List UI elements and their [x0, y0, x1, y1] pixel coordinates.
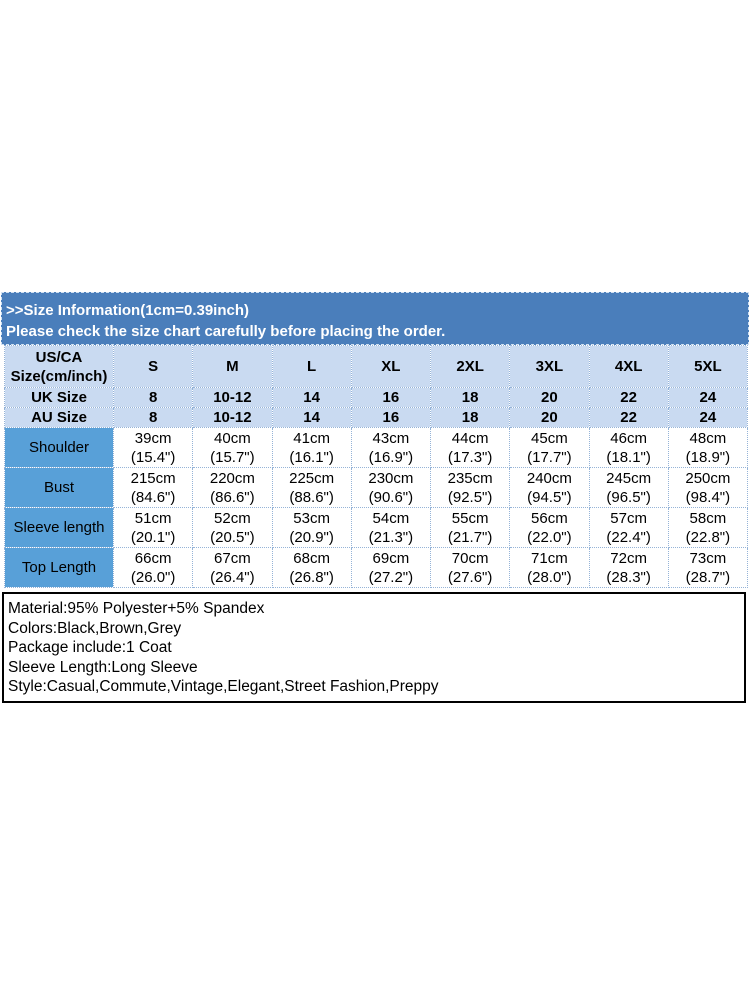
size-table: US/CA Size(cm/inch) S M L XL 2XL 3XL 4XL 5XL UK Si… [4, 345, 749, 588]
measurement-value-cell: 52cm (20.5") [192, 507, 273, 548]
table-row-sleeve-length: Sleeve length 51cm (20.1") 52cm (20.5") 53cm(… [4, 507, 749, 548]
au-size-value-cell: 20 [509, 407, 590, 428]
measurement-value-cell: 44cm (17.3") [429, 427, 511, 468]
measurement-value-cell: 230cm (90.6") [350, 467, 432, 508]
measurement-value-cell: 240cm (94.5") [509, 467, 590, 508]
note-material: Material:95% Polyester+5% Spandex [8, 600, 265, 617]
measurement-value-cell: 215cm (84.6") [112, 467, 194, 508]
measurement-value-cell: 250cm (98.4") [667, 467, 749, 508]
measurement-value-cell: 46cm (18.1") [588, 427, 669, 468]
measurement-value-cell: 245cm (96.5") [588, 467, 669, 508]
measurement-value-cell: 40cm (15.7") [192, 427, 273, 468]
banner-subtitle: Please check the size chart carefully be… [6, 323, 446, 340]
table-row-usca-sizes: US/CA Size(cm/inch) S M L XL 2XL 3XL 4XL 5XL [4, 345, 749, 388]
size-column-header: 5XL [667, 345, 749, 388]
au-size-value-cell: 22 [588, 407, 669, 428]
measurement-value-cell: 53cm (20.9") [271, 507, 352, 548]
au-size-value-cell: 10-12 [192, 407, 273, 428]
uk-size-value-cell: 10-12 [192, 387, 273, 408]
table-row-shoulder: Shoulder 39cm (15.4") 40cm (15.7") 41cm (16.1"… [4, 427, 749, 468]
au-size-value-cell: 14 [271, 407, 352, 428]
measurement-value-cell: 43cm (16.9") [350, 427, 432, 468]
uk-size-value-cell: 24 [667, 387, 749, 408]
measurement-value-cell: 55cm (21.7") [429, 507, 511, 548]
measurement-value-cell: 225cm (88.6") [271, 467, 352, 508]
au-size-value-cell: 8 [112, 407, 194, 428]
uk-size-value-cell: 14 [271, 387, 352, 408]
table-row-bust: Bust 215cm (84.6") 220cm (86.6") 225cm (88.6")… [4, 467, 749, 508]
product-notes-box: Material:95% Polyester+5% Spandex Colors… [2, 592, 746, 703]
measurement-value-cell: 235cm (92.5") [429, 467, 511, 508]
measurement-value-cell: 66cm (26.0") [112, 547, 194, 588]
uk-size-value-cell: 20 [509, 387, 590, 408]
measurement-value-cell: 69cm (27.2") [350, 547, 432, 588]
banner-title: >>Size Information(1cm=0.39inch) [6, 302, 249, 319]
uk-size-value-cell: 22 [588, 387, 669, 408]
uk-size-value-cell: 18 [429, 387, 511, 408]
measurement-value-cell: 45cm (17.7") [509, 427, 590, 468]
measurement-value-cell: 72cm (28.3") [588, 547, 669, 588]
measurement-label-cell: Sleeve length [4, 507, 114, 548]
size-column-header: 4XL [588, 345, 669, 388]
measurement-value-cell: 39cm (15.4") [112, 427, 194, 468]
measurement-value-cell: 54cm (21.3") [350, 507, 432, 548]
size-column-header: M [192, 345, 273, 388]
measurement-value-cell: 56cm (22.0") [509, 507, 590, 548]
size-column-header: 2XL [429, 345, 511, 388]
table-row-uk-size: UK Size 8 10-12 14 16 18 20 22 24 [4, 387, 749, 408]
size-information-banner: >>Size Information(1cm=0.39inch) Please … [1, 292, 749, 345]
measurement-value-cell: 48cm (18.9") [667, 427, 749, 468]
measurement-value-cell: 71cm (28.0") [509, 547, 590, 588]
measurement-value-cell: 57cm (22.4") [588, 507, 669, 548]
uk-size-label-cell: UK Size [4, 387, 114, 408]
measurement-label-cell: Bust [4, 467, 114, 508]
au-size-value-cell: 24 [667, 407, 749, 428]
au-size-value-cell: 18 [429, 407, 511, 428]
usca-size-header-cell: US/CA Size(cm/inch) [4, 345, 114, 388]
size-column-header: 3XL [509, 345, 590, 388]
au-size-value-cell: 16 [350, 407, 432, 428]
size-column-header: L [271, 345, 352, 388]
measurement-value-cell: 41cm (16.1") [271, 427, 352, 468]
size-table-body: US/CA Size(cm/inch) S M L XL 2XL 3XL 4XL 5XL UK Si… [4, 345, 749, 588]
note-sleeve-length: Sleeve Length:Long Sleeve [8, 658, 198, 676]
uk-size-value-cell: 8 [112, 387, 194, 408]
measurement-label-cell: Top Length [4, 547, 114, 588]
note-colors: Colors:Black,Brown,Grey [8, 619, 182, 637]
measurement-value-cell: 51cm (20.1") [112, 507, 194, 548]
measurement-value-cell: 68cm (26.8") [271, 547, 352, 588]
table-row-top-length: Top Length 66cm (26.0") 67cm (26.4") 68cm (26.… [4, 547, 749, 588]
note-style: Style:Casual,Commute,Vintage,Elegant,Str… [8, 678, 439, 695]
measurement-value-cell: 220cm (86.6") [192, 467, 273, 508]
measurement-value-cell: 70cm (27.6") [429, 547, 511, 588]
table-row-au-size: AU Size 8 10-12 14 16 18 20 22 24 [4, 407, 749, 428]
measurement-value-cell: 73cm (28.7") [667, 547, 749, 588]
measurement-value-cell: 67cm (26.4") [192, 547, 273, 588]
measurement-label-cell: Shoulder [4, 427, 114, 468]
measurement-value-cell: 58cm (22.8") [667, 507, 749, 548]
uk-size-value-cell: 16 [350, 387, 432, 408]
note-package: Package include:1 Coat [8, 639, 172, 656]
size-column-header: S [112, 345, 194, 388]
au-size-label-cell: AU Size [4, 407, 114, 428]
size-column-header: XL [350, 345, 432, 388]
